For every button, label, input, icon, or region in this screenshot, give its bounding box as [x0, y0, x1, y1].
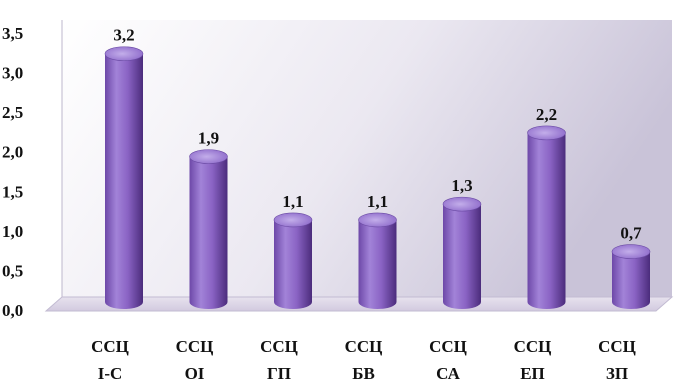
y-tick-label: 1,5	[2, 182, 23, 201]
bar-body	[274, 219, 312, 309]
x-tick-label: ССЦ ГП	[260, 337, 298, 383]
y-axis: 0,0 0,5 1,0 1,5 2,0 2,5 3,0 3,5	[2, 24, 23, 320]
bar: 1,9	[189, 129, 228, 310]
data-label: 1,1	[282, 192, 303, 211]
y-tick-label: 0,0	[2, 301, 23, 320]
bar-top	[611, 244, 651, 259]
bar-top	[189, 149, 228, 164]
data-label: 1,1	[367, 192, 388, 211]
bar-body	[443, 204, 481, 309]
data-label: 1,9	[198, 129, 219, 148]
y-tick-label: 1,0	[2, 222, 23, 241]
bar: 2,2	[527, 105, 566, 310]
data-label: 0,7	[620, 224, 642, 243]
bar-body	[358, 219, 397, 310]
bar-body	[612, 251, 650, 309]
bar-top	[442, 196, 482, 212]
x-tick-label: ССЦ ЕП	[514, 337, 552, 383]
x-tick-label: ССЦ БВ	[345, 337, 383, 383]
bar: 1,1	[358, 192, 397, 310]
y-tick-label: 3,5	[2, 24, 23, 43]
x-axis: ССЦ І-С ССЦ ОІ ССЦ ГП ССЦ БВ ССЦ СА ССЦ ЕП ССЦ ЗП	[91, 337, 636, 383]
data-label: 3,2	[113, 26, 134, 45]
data-label: 2,2	[536, 105, 557, 124]
y-tick-label: 2,0	[2, 143, 23, 162]
bars: 3,2 1,9 1,1 1,1 1,3 2,2 0,7	[104, 26, 651, 310]
x-tick-label: ССЦ ОІ	[176, 337, 214, 383]
y-tick-label: 2,5	[2, 103, 23, 122]
x-tick-label: ССЦ І-С	[91, 337, 129, 383]
bar-body	[105, 53, 143, 309]
bar-body	[189, 156, 228, 310]
bar: 0,7	[611, 224, 651, 309]
bar-top	[104, 46, 144, 62]
y-tick-label: 0,5	[2, 261, 23, 280]
y-tick-label: 3,0	[2, 64, 23, 83]
x-tick-label: ССЦ ЗП	[598, 337, 636, 383]
bar: 1,1	[273, 192, 313, 309]
bar-top	[358, 212, 397, 228]
bar: 3,2	[104, 26, 144, 309]
x-tick-label: ССЦ СА	[429, 337, 467, 383]
data-label: 1,3	[451, 176, 472, 195]
bar-top	[527, 125, 566, 141]
bar: 1,3	[442, 176, 482, 309]
bar-top	[273, 212, 313, 228]
bar-body	[527, 132, 566, 310]
